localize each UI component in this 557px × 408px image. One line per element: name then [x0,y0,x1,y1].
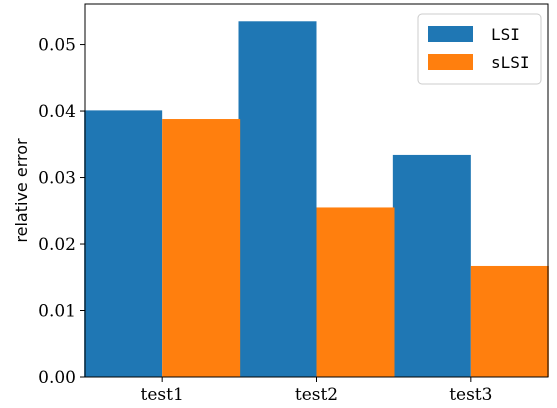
x-tick-label: test2 [295,385,338,405]
x-tick-label: test1 [141,385,184,405]
legend-box [417,13,542,85]
bar-LSI-test3 [392,154,471,377]
legend-label-sLSI: sLSI [491,53,530,72]
bar-sLSI-test3 [470,265,549,377]
bar-sLSI-test2 [316,207,395,377]
y-axis-label: relative error [12,138,31,243]
bar-LSI-test1 [84,110,163,377]
legend-swatch-sLSI [428,54,473,70]
x-tick-label: test3 [449,385,492,405]
legend-label-LSI: LSI [491,25,520,44]
y-tick-label: 0.03 [38,169,76,189]
y-tick-label: 0.02 [38,235,76,255]
y-tick-label: 0.00 [38,368,76,388]
y-tick-label: 0.05 [38,36,76,56]
legend-swatch-LSI [428,26,473,42]
y-tick-label: 0.01 [38,302,76,322]
bar-sLSI-test1 [162,119,241,377]
y-tick-label: 0.04 [38,102,76,122]
bar-LSI-test2 [238,21,317,377]
